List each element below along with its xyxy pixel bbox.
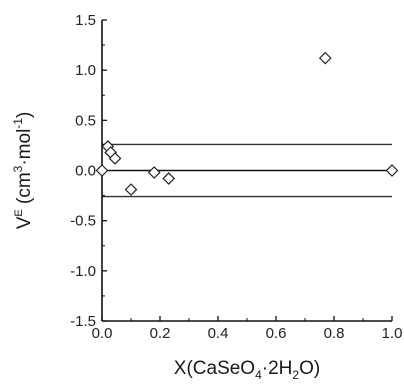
reference-lines	[102, 143, 392, 198]
x-tick-label: 0.4	[208, 325, 229, 342]
y-tick-label: -1.0	[70, 263, 96, 280]
y-tick-label: 1.5	[75, 12, 96, 29]
data-point	[385, 164, 399, 177]
x-axis-title-sub2: 2	[292, 368, 299, 382]
x-axis-title-mid: ·2H	[262, 358, 293, 379]
data-point	[318, 51, 332, 65]
x-axis-title-end: O)	[299, 358, 320, 379]
y-axis-title-sup1: E	[13, 209, 25, 216]
data-point	[124, 183, 138, 196]
y-tick-label: 0.0	[75, 163, 96, 180]
y-tick-label: 0.5	[75, 112, 96, 129]
x-axis-ticks: 0.0 0.2 0.4 0.6 0.8 1.0	[92, 316, 403, 342]
data-point	[162, 172, 176, 185]
y-tick-label: -1.5	[70, 313, 96, 330]
x-tick-label: 1.0	[382, 325, 403, 342]
x-axis-title: X(CaSeO4·2H2O)	[174, 358, 320, 382]
x-tick-label: 0.2	[150, 325, 171, 342]
y-axis-title-end: )	[14, 112, 35, 118]
y-tick-label: 1.0	[75, 62, 96, 79]
data-point	[147, 166, 161, 179]
x-tick-label: 0.8	[324, 325, 345, 342]
data-points	[95, 51, 399, 196]
y-axis-title-base: V	[14, 216, 35, 229]
y-tick-label: -0.5	[70, 213, 96, 230]
data-point	[108, 152, 122, 165]
x-axis-title-base: X(CaSeO	[174, 358, 255, 379]
x-tick-label: 0.6	[266, 325, 287, 342]
y-axis-title-mid2: ·mol	[14, 129, 35, 166]
x-axis-title-sub1: 4	[255, 368, 262, 382]
y-axis-title: VE (cm3·mol-1)	[11, 112, 35, 230]
x-tick-label: 0.0	[92, 325, 113, 342]
y-axis-title-sup3: -1	[11, 118, 25, 129]
y-axis-ticks: -1.5 -1.0 -0.5 0.0 0.5 1.0 1.5	[70, 12, 107, 330]
data-point	[95, 164, 109, 177]
y-axis-title-mid: (cm	[14, 172, 35, 209]
y-axis-title-sup2: 3	[11, 165, 25, 172]
